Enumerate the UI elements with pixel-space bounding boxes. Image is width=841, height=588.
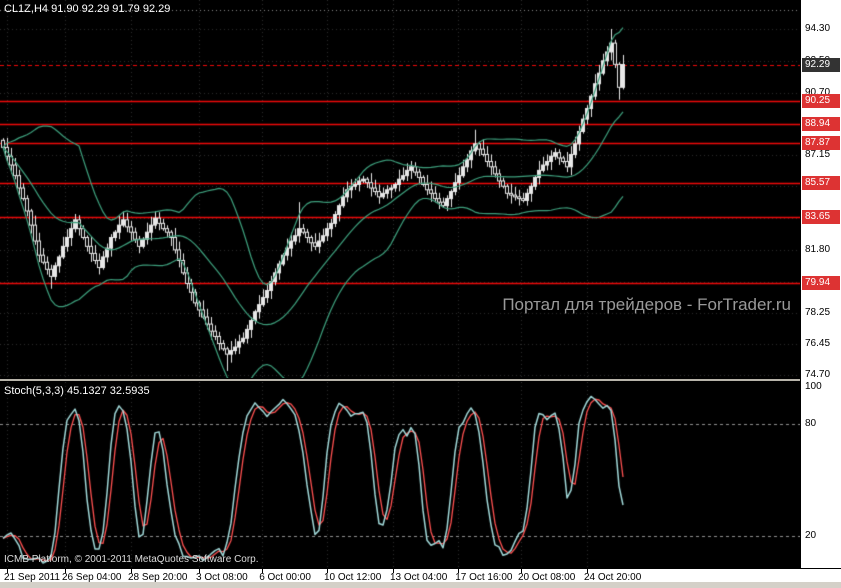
- bottom-chrome: [0, 582, 841, 588]
- time-axis-label: 21 Sep 2011: [4, 572, 60, 583]
- price-tick-label: 81.80: [805, 243, 831, 255]
- price-level-badge: 79.94: [802, 275, 840, 290]
- time-axis-label: 13 Oct 04:00: [390, 572, 448, 583]
- price-level-badge: 85.57: [802, 176, 840, 191]
- stoch-tick-label: 20: [805, 530, 817, 542]
- price-level-badge: 83.65: [802, 210, 840, 225]
- watermark-text: Портал для трейдеров - ForTrader.ru: [502, 295, 791, 314]
- stochastic-canvas[interactable]: [0, 382, 800, 568]
- stochastic-indicator-label: Stoch(5,3,3) 45.1327 32.5935: [4, 385, 150, 397]
- time-axis-label: 28 Sep 20:00: [128, 572, 188, 583]
- time-tick-mark: [393, 569, 394, 573]
- time-tick-mark: [327, 569, 328, 573]
- time-axis[interactable]: 21 Sep 2011 26 Sep 04:00 28 Sep 20:00 3 Oct…: [0, 568, 841, 583]
- price-tick-label: 87.15: [805, 149, 831, 161]
- time-tick-mark: [199, 569, 200, 573]
- price-level-badge: 87.87: [802, 135, 840, 150]
- time-axis-label: 10 Oct 12:00: [324, 572, 382, 583]
- price-chart-canvas[interactable]: [0, 0, 800, 378]
- symbol-ohlc-label: CL1Z,H4 91.90 92.29 91.79 92.29: [4, 3, 171, 15]
- time-axis-label: 24 Oct 20:00: [584, 572, 642, 583]
- time-tick-mark: [587, 569, 588, 573]
- price-tick-label: 90.70: [805, 86, 831, 98]
- time-tick-mark: [521, 569, 522, 573]
- time-tick-mark: [262, 569, 264, 573]
- price-level-badge: 90.25: [802, 93, 840, 108]
- stoch-tick-label: 100: [805, 380, 822, 392]
- price-level-badge: 88.94: [802, 116, 840, 131]
- time-axis-label: 3 Oct 08:00: [196, 572, 248, 583]
- current-price-badge: 92.29: [802, 57, 840, 72]
- time-tick-mark: [131, 569, 132, 573]
- platform-copyright: ICMB Platform, © 2001-2011 MetaQuotes So…: [4, 554, 259, 565]
- time-tick-mark: [65, 569, 66, 573]
- panel-splitter[interactable]: [0, 378, 841, 382]
- time-axis-label: 6 Oct 00:00: [259, 572, 311, 583]
- time-tick-mark: [458, 569, 460, 573]
- time-axis-label: 26 Sep 04:00: [62, 572, 122, 583]
- time-axis-label: 17 Oct 16:00: [455, 572, 513, 583]
- price-tick-label: 78.25: [805, 306, 831, 318]
- price-axis[interactable]: 94.3092.5090.7088.9087.1585.4083.6081.80…: [800, 0, 841, 582]
- price-tick-label: 74.70: [805, 369, 831, 381]
- time-axis-label: 20 Oct 08:00: [518, 572, 576, 583]
- price-tick-label: 94.30: [805, 22, 831, 34]
- stoch-tick-label: 80: [805, 418, 817, 430]
- time-tick-mark: [7, 569, 8, 573]
- price-tick-label: 76.45: [805, 338, 831, 350]
